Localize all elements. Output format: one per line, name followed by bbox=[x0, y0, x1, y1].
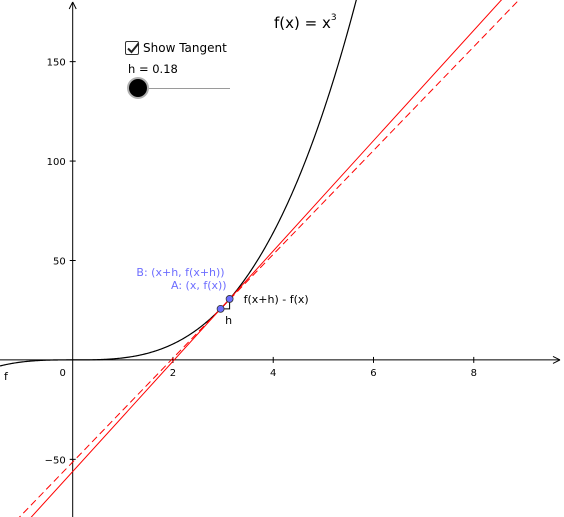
h-slider-track[interactable] bbox=[138, 87, 230, 89]
tangent-line[interactable] bbox=[0, 0, 538, 517]
curve-name-label: f bbox=[4, 370, 9, 383]
y-axis-arrow-icon bbox=[68, 1, 77, 10]
y-tick-label: 100 bbox=[47, 157, 66, 168]
secant-line[interactable] bbox=[13, 0, 519, 517]
x-tick-label: 8 bbox=[471, 368, 477, 379]
point-a-label: A: (x, f(x)) bbox=[171, 279, 227, 292]
y-tick-label: 150 bbox=[47, 58, 66, 69]
function-curve[interactable] bbox=[0, 0, 361, 367]
origin-label: 0 bbox=[60, 368, 66, 379]
x-tick-label: 6 bbox=[370, 368, 376, 379]
x-tick-label: 2 bbox=[170, 368, 176, 379]
points-layer: B: (x+h, f(x+h))A: (x, f(x)) bbox=[136, 266, 234, 313]
point-b-label: B: (x+h, f(x+h)) bbox=[136, 266, 224, 279]
rise-label: f(x+h) - f(x) bbox=[244, 293, 309, 306]
checkbox-box[interactable] bbox=[125, 41, 140, 55]
y-tick-label: 50 bbox=[53, 256, 66, 267]
point-a[interactable] bbox=[216, 304, 225, 313]
point-b[interactable] bbox=[225, 295, 234, 303]
show-tangent-label: Show Tangent bbox=[143, 41, 227, 55]
y-tick-label: −50 bbox=[45, 455, 66, 466]
check-icon bbox=[127, 42, 140, 54]
x-tick-label: 4 bbox=[270, 368, 276, 379]
run-label: h bbox=[225, 314, 232, 327]
show-tangent-checkbox[interactable]: Show Tangent bbox=[125, 39, 227, 57]
lines-layer: f f(x+h) - f(x) h bbox=[0, 0, 538, 517]
x-axis-arrow-icon bbox=[552, 355, 561, 364]
h-slider-knob[interactable] bbox=[129, 79, 147, 97]
